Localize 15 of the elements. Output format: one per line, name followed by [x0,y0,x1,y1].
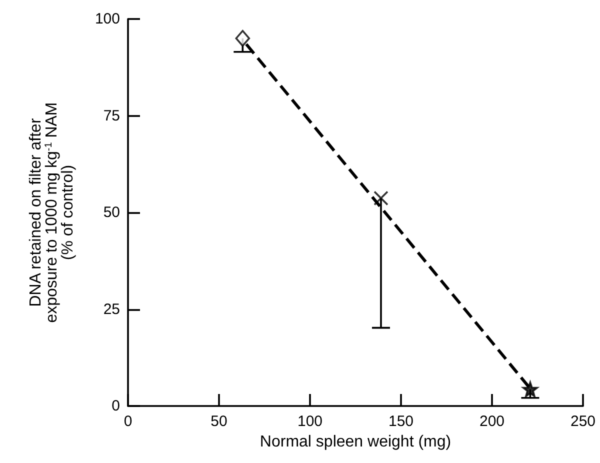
point [522,381,538,398]
x-axis-title: Normal spleen weight (mg) [260,433,452,450]
y-tick-label: 0 [112,398,120,414]
y-tick-label: 100 [94,10,120,28]
y-tick-label: 75 [103,107,120,124]
x-tick-label: 200 [479,413,505,430]
x-tick-label: 100 [297,413,323,430]
y-tick-label: 50 [103,204,120,221]
y-tick-label: 25 [103,300,120,318]
x-tick-label: 250 [570,413,596,430]
x-tick-label: 150 [388,413,414,430]
point [374,190,388,206]
x-tick-label: 0 [124,413,132,430]
point [235,30,250,47]
x-tick-label: 50 [210,413,228,430]
